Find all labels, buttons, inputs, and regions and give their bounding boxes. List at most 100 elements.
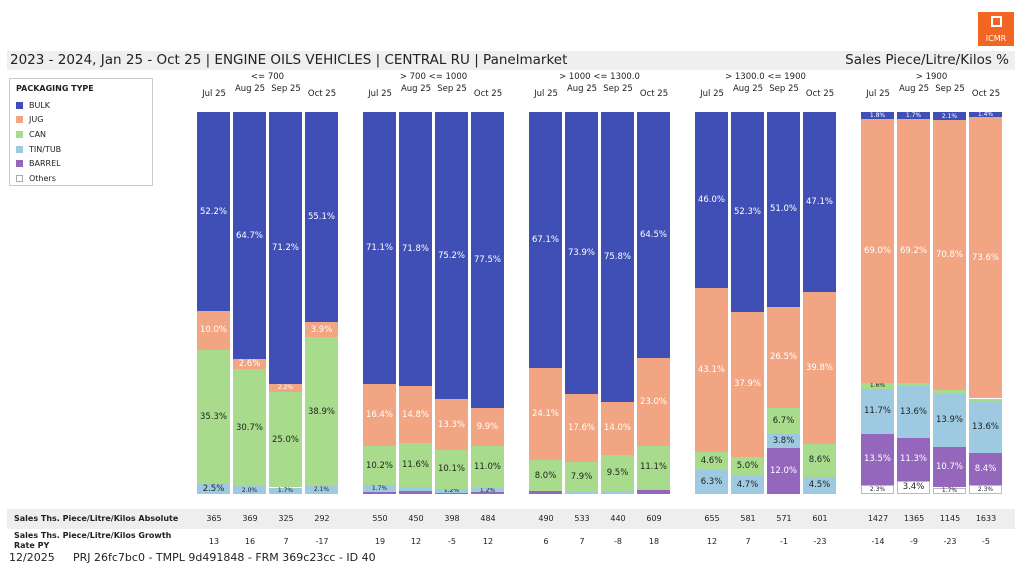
month-label: Sep 25 [935, 84, 965, 94]
segment-tin-tub [601, 491, 634, 494]
bar: 2.1% 38.9% 3.9% 55.1% [305, 112, 338, 494]
segment-tin-tub: 1.2% [471, 487, 504, 494]
growth-row: Sales Ths. Piece/Litre/Kilos Growth Rate… [7, 530, 1015, 550]
month-label: Jul 25 [866, 89, 890, 99]
segment-jug: 39.8% [803, 291, 836, 444]
title-bar: 2023 - 2024, Jan 25 - Oct 25 | ENGINE OI… [7, 51, 1015, 70]
growth-value: 16 [244, 537, 256, 546]
bar: 2.3% 8.4% 13.6% 73.6% 1.4% [969, 111, 1002, 494]
growth-value: 7 [283, 537, 289, 546]
segment-bulk: 1.4% [969, 111, 1002, 118]
absolute-row: Sales Ths. Piece/Litre/Kilos Absolute 36… [7, 509, 1015, 529]
segment-tin-tub: 1.2% [435, 487, 468, 494]
segment-jug: 23.0% [637, 358, 670, 447]
segment-can [897, 383, 930, 386]
bar: 1.7% 25.0% 2.2% 71.2% [269, 112, 302, 494]
growth-value: -5 [448, 537, 456, 546]
footer-date: 12/2025 [9, 551, 55, 564]
segment-can: 25.0% [269, 392, 302, 488]
bar: 2.5% 35.3% 10.0% 52.2% [197, 112, 230, 494]
segment-tin-tub: 2.0% [233, 486, 266, 494]
group-label: > 1900 [915, 72, 948, 82]
growth-value: 12 [706, 537, 718, 546]
segment-jug: 69.0% [861, 118, 894, 383]
bar: 8.0% 24.1% 67.1% [529, 112, 562, 494]
segment-barrel: 12.0% [767, 448, 800, 494]
segment-can: 4.6% [695, 452, 728, 470]
legend-swatch [16, 101, 23, 109]
legend-item: CAN [16, 127, 146, 142]
month-label: Oct 25 [473, 89, 503, 99]
segment-barrel [435, 493, 468, 494]
absolute-value: 1145 [939, 514, 961, 523]
segment-can: 30.7% [233, 369, 266, 487]
segment-jug: 73.6% [969, 117, 1002, 399]
segment-bulk: 75.8% [601, 112, 634, 402]
bar: 3.4% 11.3% 13.6% 69.2% 1.7% [897, 112, 930, 494]
segment-tin-tub [399, 487, 432, 491]
segment-tin-tub: 1.7% [269, 487, 302, 494]
segment-bulk: 75.2% [435, 112, 468, 400]
segment-bulk: 1.7% [897, 112, 930, 119]
absolute-value: 533 [574, 514, 590, 523]
bar: 1.2% 11.0% 9.9% 77.5% [471, 112, 504, 494]
logo-text: ICMR [985, 34, 1007, 43]
growth-value: -1 [780, 537, 788, 546]
growth-value: -23 [943, 537, 957, 546]
absolute-value: 369 [242, 514, 258, 523]
icmr-logo: ICMR [978, 12, 1014, 46]
segment-bulk: 67.1% [529, 112, 562, 369]
segment-can: 10.1% [435, 450, 468, 489]
month-label: Oct 25 [639, 89, 669, 99]
group-label: > 1000 <= 1300.0 [559, 72, 640, 82]
segment-tin-tub: 13.6% [969, 401, 1002, 454]
growth-value: -14 [871, 537, 885, 546]
absolute-value: 398 [444, 514, 460, 523]
segment-can: 10.2% [363, 446, 396, 486]
segment-jug: 16.4% [363, 383, 396, 447]
segment-jug: 37.9% [731, 311, 764, 457]
segment-can: 8.6% [803, 443, 836, 477]
legend-swatch [16, 160, 23, 168]
growth-value: 19 [374, 537, 386, 546]
growth-value: -8 [614, 537, 622, 546]
growth-value: -5 [982, 537, 990, 546]
month-label: Aug 25 [400, 84, 432, 94]
absolute-row-label: Sales Ths. Piece/Litre/Kilos Absolute [14, 514, 179, 523]
absolute-value: 450 [408, 514, 424, 523]
segment-tin-tub [637, 488, 670, 491]
segment-can: 11.6% [399, 442, 432, 488]
segment-tin-tub: 13.6% [897, 385, 930, 438]
bar: 11.6% 14.8% 71.8% [399, 112, 432, 494]
growth-value: -23 [813, 537, 827, 546]
month-label: Aug 25 [234, 84, 266, 94]
segment-bulk: 47.1% [803, 112, 836, 292]
month-label: Sep 25 [769, 84, 799, 94]
absolute-value: 440 [610, 514, 626, 523]
legend-item: Others [16, 171, 146, 186]
segment-barrel: 13.5% [861, 433, 894, 486]
month-label: Jul 25 [700, 89, 724, 99]
absolute-value: 581 [740, 514, 756, 523]
absolute-value: 550 [372, 514, 388, 523]
absolute-value: 1633 [975, 514, 997, 523]
legend-swatch [16, 174, 23, 182]
segment-can: 38.9% [305, 337, 338, 486]
legend-label: BARREL [29, 159, 61, 169]
segment-bulk: 52.2% [197, 112, 230, 312]
segment-others: 1.7% [933, 487, 966, 494]
growth-value: 13 [208, 537, 220, 546]
absolute-value: 484 [480, 514, 496, 523]
segment-jug: 26.5% [767, 306, 800, 409]
group-label: <= 700 [250, 72, 285, 82]
legend-label: CAN [29, 129, 47, 139]
growth-value: 7 [579, 537, 585, 546]
segment-bulk: 77.5% [471, 112, 504, 409]
segment-jug: 14.0% [601, 401, 634, 456]
segment-bulk: 64.7% [233, 112, 266, 360]
legend-swatch [16, 130, 23, 138]
legend-label: BULK [29, 100, 51, 110]
segment-tin-tub: 2.1% [305, 485, 338, 494]
segment-bulk: 52.3% [731, 112, 764, 312]
segment-others: 2.3% [861, 485, 894, 494]
